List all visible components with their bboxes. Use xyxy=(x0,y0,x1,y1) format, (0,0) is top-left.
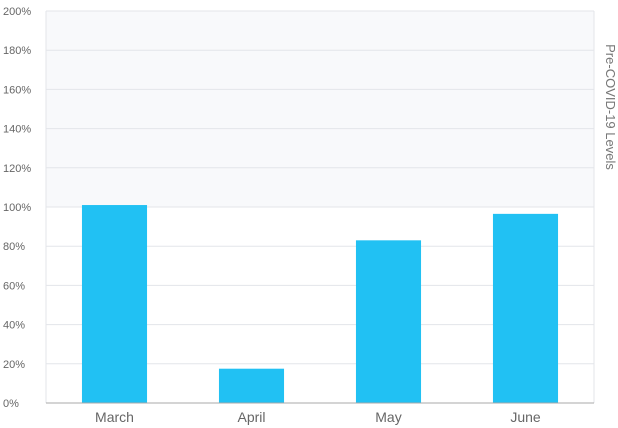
y-tick-label: 80% xyxy=(3,241,25,253)
x-tick-label-june: June xyxy=(510,409,541,425)
right-axis-title: Pre-COVID-19 Levels xyxy=(603,44,618,170)
y-tick-labels: 0% 20% 40% 60% 80% 100% 120% 140% 160% 180% 200% xyxy=(3,6,31,410)
axis-layer xyxy=(45,11,594,404)
bar-march xyxy=(81,205,148,403)
above-reference-band xyxy=(46,11,594,207)
y-tick-label: 120% xyxy=(3,163,31,175)
x-tick-label-may: May xyxy=(375,409,401,425)
x-tick-labels: March April May June xyxy=(95,409,541,425)
y-tick-label: 100% xyxy=(3,202,31,214)
bar-april xyxy=(218,368,285,403)
x-tick-label-march: March xyxy=(95,409,134,425)
y-tick-label: 180% xyxy=(3,45,31,57)
y-tick-label: 0% xyxy=(3,398,19,410)
bar-layer xyxy=(81,205,559,403)
y-tick-label: 140% xyxy=(3,124,31,136)
y-tick-label: 40% xyxy=(3,320,25,332)
bar-june xyxy=(492,213,559,403)
x-tick-label-april: April xyxy=(237,409,265,425)
y-tick-label: 200% xyxy=(3,6,31,18)
bar-may xyxy=(355,240,422,403)
y-tick-label: 20% xyxy=(3,359,25,371)
y-tick-label: 160% xyxy=(3,84,31,96)
y-tick-label: 60% xyxy=(3,280,25,292)
band-layer xyxy=(46,11,594,207)
